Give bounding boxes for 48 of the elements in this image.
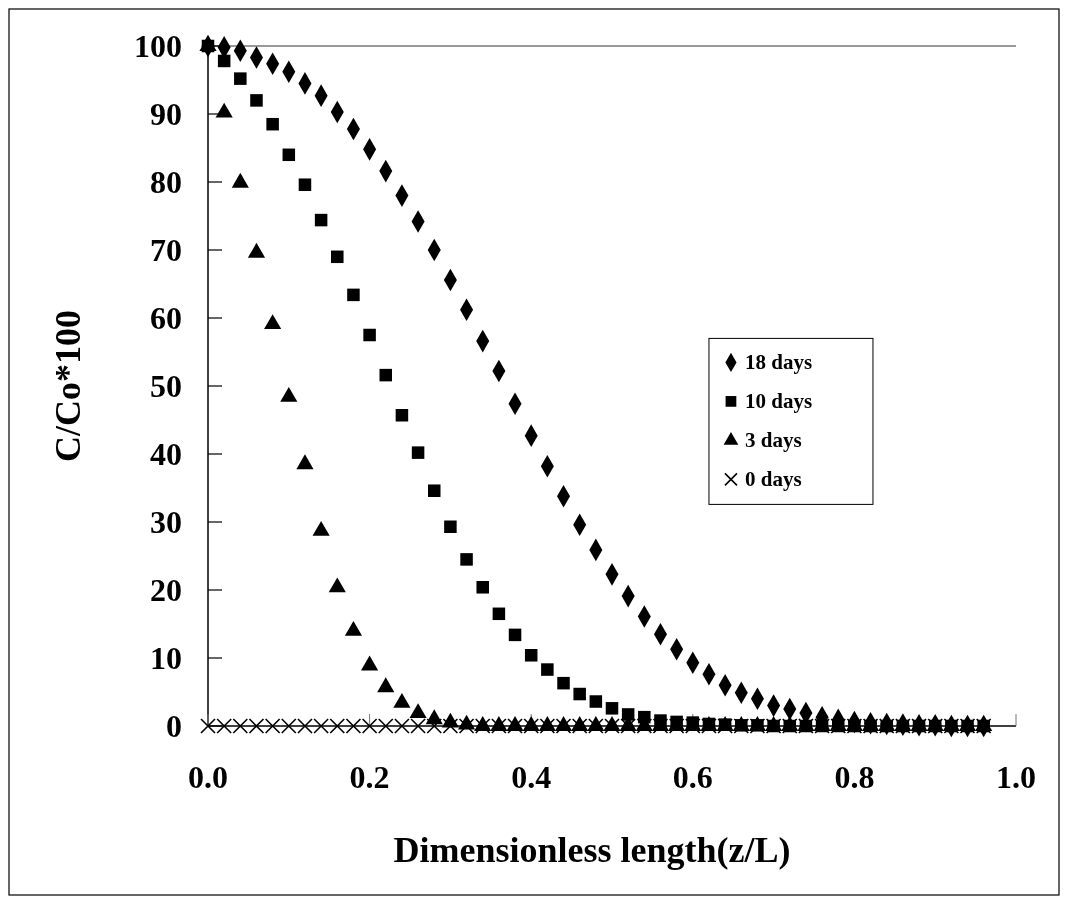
y-tick-label: 30 — [150, 504, 182, 540]
point — [217, 54, 231, 68]
y-tick-label: 90 — [150, 96, 182, 132]
point — [282, 148, 296, 162]
x-tick-label: 0.4 — [511, 759, 552, 795]
point — [492, 607, 506, 621]
point — [266, 117, 279, 131]
point — [298, 178, 312, 191]
point — [589, 695, 603, 708]
y-tick-label: 100 — [134, 28, 182, 64]
point — [605, 702, 619, 715]
point — [460, 553, 473, 566]
point — [508, 628, 522, 642]
y-tick-label: 50 — [150, 368, 182, 404]
legend-label: 10 days — [744, 389, 813, 414]
point — [331, 250, 344, 264]
x-tick-label: 1.0 — [996, 759, 1036, 795]
point — [541, 663, 554, 676]
point — [250, 94, 263, 107]
point — [444, 520, 457, 534]
point — [476, 581, 489, 594]
y-tick-label: 60 — [150, 300, 182, 336]
point — [234, 72, 247, 85]
y-tick-label: 40 — [150, 436, 182, 472]
point — [379, 368, 393, 382]
y-tick-label: 20 — [150, 572, 182, 608]
point — [347, 288, 360, 302]
legend-label: 3 days — [744, 428, 802, 453]
point — [524, 649, 538, 662]
point — [395, 408, 409, 422]
point — [427, 484, 441, 497]
point — [314, 213, 328, 227]
x-tick-label: 0.6 — [672, 759, 713, 795]
y-tick-label: 10 — [150, 640, 182, 676]
y-tick-label: 0 — [166, 708, 182, 744]
legend-label: 0 days — [744, 467, 802, 492]
point — [411, 446, 425, 459]
point — [557, 676, 570, 690]
x-axis-title: Dimensionless length(z/L) — [393, 830, 791, 870]
point — [363, 328, 376, 342]
y-axis-title: C/Co*100 — [48, 310, 88, 462]
x-tick-label: 0.0 — [188, 759, 228, 795]
x-tick-label: 0.8 — [834, 759, 875, 795]
x-tick-label: 0.2 — [349, 759, 390, 795]
y-tick-label: 70 — [150, 232, 182, 268]
y-tick-label: 80 — [150, 164, 182, 200]
point — [573, 687, 586, 701]
legend-label: 18 days — [744, 350, 813, 375]
